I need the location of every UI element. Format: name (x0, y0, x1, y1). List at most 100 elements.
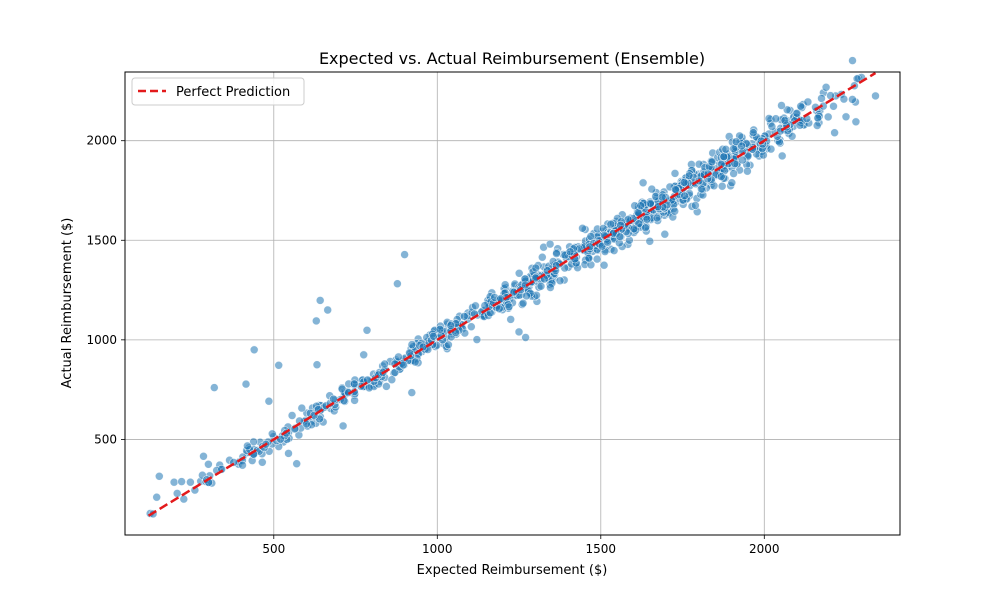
scatter-point (494, 304, 504, 314)
scatter-point (264, 396, 274, 406)
scatter-point (199, 451, 208, 461)
scatter-point (812, 121, 822, 130)
scatter-point (359, 350, 369, 360)
scatter-point (410, 357, 420, 367)
scatter-point (829, 102, 838, 111)
scatter-point (670, 169, 680, 178)
perfect-prediction-line (147, 71, 877, 517)
scatter-point (169, 477, 179, 487)
scatter-point (407, 388, 417, 397)
legend-box (131, 77, 305, 106)
scatter-point (362, 325, 372, 335)
y-axis: 500 1000 1500 2000 (86, 134, 125, 446)
scatter-point (657, 192, 667, 202)
x-tick-label-1500: 1500 (586, 542, 617, 556)
scatter-point (172, 489, 182, 498)
scatter-point (743, 166, 752, 176)
scatter-point (848, 56, 857, 65)
scatter-point (398, 360, 408, 370)
scatter-point (243, 441, 252, 451)
scatter-point (767, 122, 777, 131)
scatter-point (719, 152, 729, 161)
scatter-point (636, 201, 646, 210)
scatter-point (603, 238, 613, 247)
scatter-point (646, 199, 655, 208)
scatter-point (446, 321, 456, 330)
scatter-point (521, 333, 530, 342)
scatter-point (504, 302, 514, 312)
scatter-point (380, 359, 390, 369)
scatter-point (642, 215, 652, 224)
scatter-point (606, 219, 616, 229)
x-axis-label: Expected Reimbursement ($) (417, 563, 608, 578)
y-tick-label-1500: 1500 (86, 233, 117, 247)
scatter-point (821, 83, 831, 92)
scatter-point (680, 191, 689, 201)
scatter-point (584, 253, 594, 263)
scatter-point (609, 246, 619, 255)
scatter-point (179, 494, 189, 504)
scatter-point (615, 232, 625, 241)
scatter-point (592, 254, 602, 264)
scatter-point (645, 237, 655, 246)
scatter-point (274, 360, 284, 370)
scatter-point (537, 252, 547, 262)
scatter-point (249, 345, 259, 355)
scatter-point (737, 141, 747, 151)
scatter-point (292, 459, 302, 469)
plot-area-frame (124, 71, 901, 536)
chart-title: Expected vs. Actual Reimbursement (Ensem… (319, 49, 705, 68)
legend: Perfect Prediction (131, 77, 305, 106)
scatter-point (730, 159, 740, 169)
scatter-point (817, 94, 826, 103)
scatter-point (514, 327, 524, 337)
x-axis: 500 1000 1500 2000 (262, 535, 780, 556)
scatter-point (249, 437, 258, 447)
scatter-point (284, 449, 293, 458)
scatter-point (848, 95, 857, 104)
scatter-point (792, 109, 802, 118)
scatter-point (514, 268, 524, 278)
scatter-point (777, 101, 786, 110)
scatter-point (871, 91, 880, 101)
scatter-point (315, 296, 325, 305)
scatter-point (748, 128, 758, 137)
scatter-point (795, 121, 805, 130)
scatter-point (780, 116, 790, 125)
scatter-point (407, 340, 417, 349)
scatter-point (531, 263, 541, 273)
scatter-point (638, 178, 648, 188)
scatter-point (471, 301, 480, 311)
scatter-point (727, 178, 737, 187)
scatter-point (545, 239, 555, 249)
scatter-point (777, 151, 787, 161)
scatter-point (302, 419, 311, 429)
scatter-point (444, 340, 453, 350)
scatter-point (697, 184, 706, 194)
scatter-point (387, 375, 397, 385)
scatter-point (721, 145, 731, 154)
scatter-point (311, 316, 321, 326)
scatter-point (329, 394, 338, 404)
legend-label-perfect-prediction: Perfect Prediction (176, 85, 290, 100)
scatter-point (851, 117, 861, 127)
scatter-point (707, 157, 717, 167)
scatter-point (393, 279, 402, 289)
y-tick-label-500: 500 (94, 432, 117, 446)
scatter-point (312, 360, 322, 370)
scatter-point (287, 411, 297, 420)
scatter-point (652, 213, 662, 223)
scatter-point (297, 403, 307, 413)
scatter-point (400, 250, 409, 259)
scatter-point (679, 178, 689, 187)
scatter-point (238, 460, 247, 470)
scatter-point (803, 97, 813, 107)
scatter-point (565, 247, 575, 256)
scatter-point (841, 112, 851, 122)
scatter-point (839, 94, 849, 104)
y-tick-label-1000: 1000 (86, 333, 117, 347)
scatter-point (796, 101, 806, 111)
scatter-point (766, 144, 776, 154)
scatter-point (536, 281, 546, 291)
scatter-point (204, 459, 213, 469)
